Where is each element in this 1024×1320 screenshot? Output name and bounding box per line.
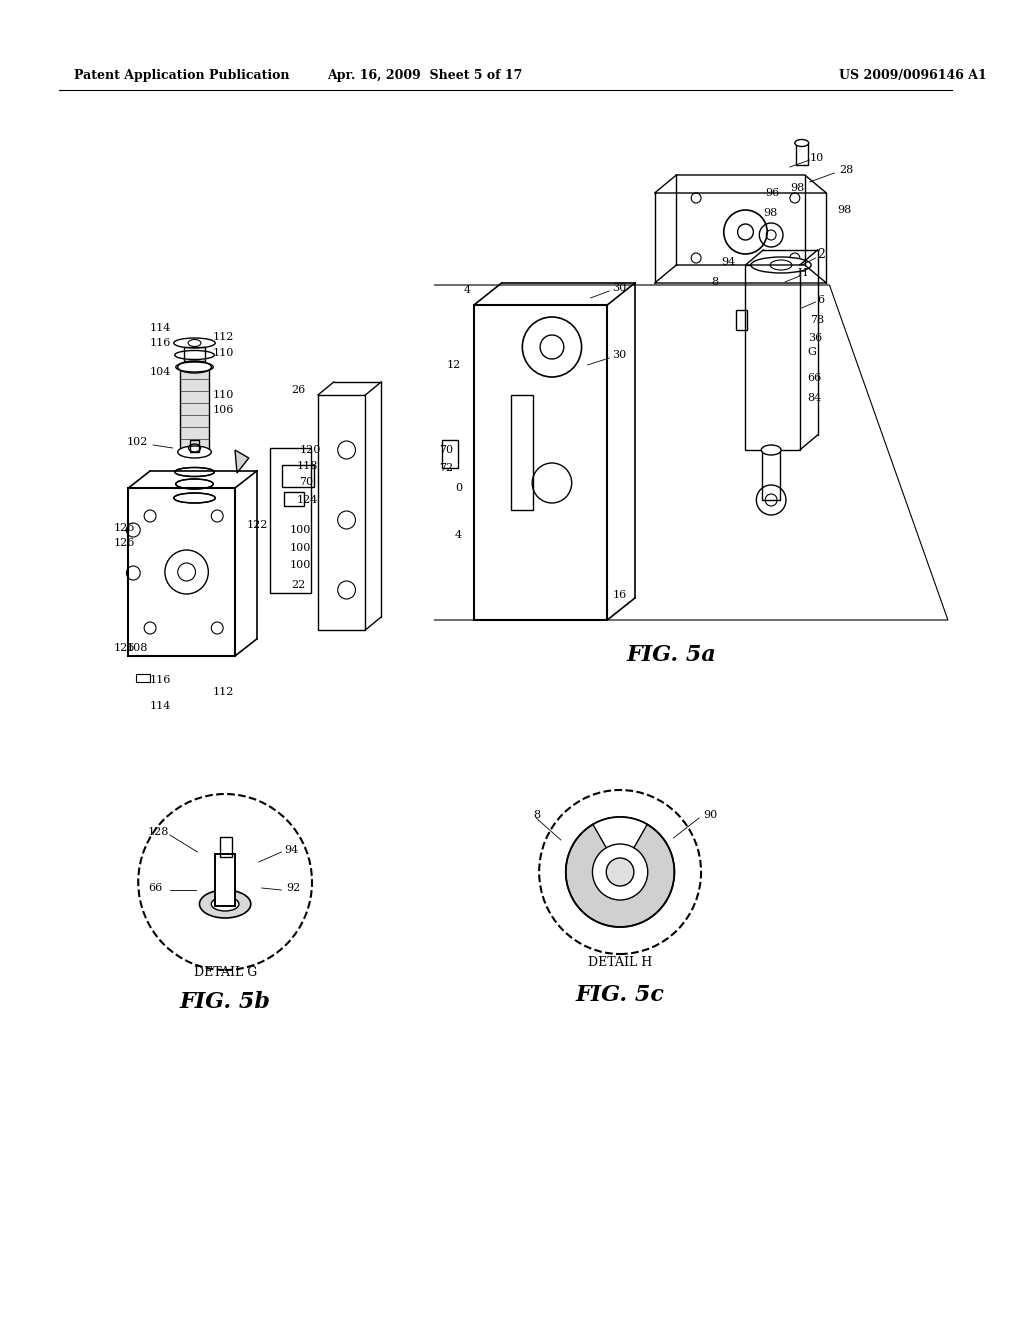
Text: 2: 2 xyxy=(817,248,825,261)
Text: 22: 22 xyxy=(291,579,305,590)
Circle shape xyxy=(606,858,634,886)
Ellipse shape xyxy=(178,360,211,374)
Text: 8: 8 xyxy=(534,810,541,820)
Text: 102: 102 xyxy=(126,437,147,447)
Circle shape xyxy=(566,817,675,927)
Text: 16: 16 xyxy=(612,590,627,601)
Text: 128: 128 xyxy=(148,828,170,837)
Text: 70: 70 xyxy=(299,477,313,487)
Text: 118: 118 xyxy=(296,461,317,471)
Text: 100: 100 xyxy=(290,560,310,570)
Text: 28: 28 xyxy=(840,165,854,176)
Bar xyxy=(283,465,314,487)
Text: 98: 98 xyxy=(838,205,852,215)
Text: 126: 126 xyxy=(114,643,135,653)
Text: DETAIL H: DETAIL H xyxy=(588,956,652,969)
Text: 126: 126 xyxy=(114,523,135,533)
Text: 108: 108 xyxy=(126,643,147,653)
Text: 112: 112 xyxy=(212,686,233,697)
Text: 30: 30 xyxy=(612,350,627,360)
Text: 26: 26 xyxy=(291,385,305,395)
Text: DETAIL G: DETAIL G xyxy=(194,965,257,978)
Bar xyxy=(285,492,304,506)
Text: 90: 90 xyxy=(703,810,717,820)
Text: 124: 124 xyxy=(296,495,317,506)
Text: Patent Application Publication: Patent Application Publication xyxy=(74,69,290,82)
Ellipse shape xyxy=(211,898,239,911)
Text: Apr. 16, 2009  Sheet 5 of 17: Apr. 16, 2009 Sheet 5 of 17 xyxy=(327,69,522,82)
Text: 98: 98 xyxy=(790,183,804,193)
Bar xyxy=(317,395,366,630)
Text: 94: 94 xyxy=(721,257,735,267)
Text: 0: 0 xyxy=(455,483,462,492)
Bar xyxy=(179,367,209,451)
Text: US 2009/0096146 A1: US 2009/0096146 A1 xyxy=(840,69,987,82)
Bar xyxy=(136,675,151,682)
Text: 84: 84 xyxy=(808,393,822,403)
Text: 66: 66 xyxy=(808,374,822,383)
Text: 104: 104 xyxy=(151,367,171,378)
Text: 116: 116 xyxy=(151,675,171,685)
Text: 78: 78 xyxy=(810,315,823,325)
Text: 12: 12 xyxy=(446,360,461,370)
Text: 70: 70 xyxy=(439,445,454,455)
Text: 8: 8 xyxy=(711,277,718,286)
Circle shape xyxy=(593,843,648,900)
Bar xyxy=(269,447,311,593)
Text: 100: 100 xyxy=(290,543,310,553)
Text: 110: 110 xyxy=(212,389,233,400)
Text: 122: 122 xyxy=(247,520,268,531)
Bar xyxy=(474,305,607,620)
Text: 114: 114 xyxy=(151,701,171,711)
Text: 126: 126 xyxy=(114,539,135,548)
Text: 4: 4 xyxy=(464,285,471,294)
Text: 110: 110 xyxy=(212,348,233,358)
Text: FIG. 5a: FIG. 5a xyxy=(627,644,717,667)
Text: 72: 72 xyxy=(439,463,454,473)
Bar xyxy=(442,440,458,469)
Ellipse shape xyxy=(751,257,811,273)
Text: 36: 36 xyxy=(808,333,822,343)
Text: 30: 30 xyxy=(612,282,627,293)
Bar xyxy=(762,450,780,500)
Text: 92: 92 xyxy=(287,883,301,894)
Text: 6: 6 xyxy=(817,294,824,305)
Bar xyxy=(189,440,200,451)
Text: 114: 114 xyxy=(151,323,171,333)
Bar xyxy=(183,347,206,360)
Bar xyxy=(796,143,808,165)
Text: 106: 106 xyxy=(212,405,233,414)
Text: FIG. 5b: FIG. 5b xyxy=(179,991,270,1012)
Bar xyxy=(735,310,748,330)
Text: 96: 96 xyxy=(765,187,779,198)
Text: 94: 94 xyxy=(285,845,299,855)
Bar xyxy=(745,265,800,450)
Ellipse shape xyxy=(761,445,781,455)
Text: 112: 112 xyxy=(212,333,233,342)
Ellipse shape xyxy=(178,446,211,458)
Text: 4: 4 xyxy=(455,531,462,540)
Text: 10: 10 xyxy=(810,153,824,162)
Text: 66: 66 xyxy=(148,883,163,894)
Text: H: H xyxy=(798,268,808,279)
Bar xyxy=(511,395,534,510)
Ellipse shape xyxy=(795,140,809,147)
Bar xyxy=(128,488,234,656)
Bar xyxy=(220,837,232,857)
Wedge shape xyxy=(593,817,647,873)
Text: FIG. 5c: FIG. 5c xyxy=(575,983,665,1006)
Bar xyxy=(215,854,234,906)
Text: G: G xyxy=(808,347,816,356)
Polygon shape xyxy=(234,450,249,473)
Text: 116: 116 xyxy=(151,338,171,348)
Text: 120: 120 xyxy=(299,445,321,455)
Ellipse shape xyxy=(200,890,251,917)
Text: 98: 98 xyxy=(763,209,777,218)
Text: 100: 100 xyxy=(290,525,310,535)
